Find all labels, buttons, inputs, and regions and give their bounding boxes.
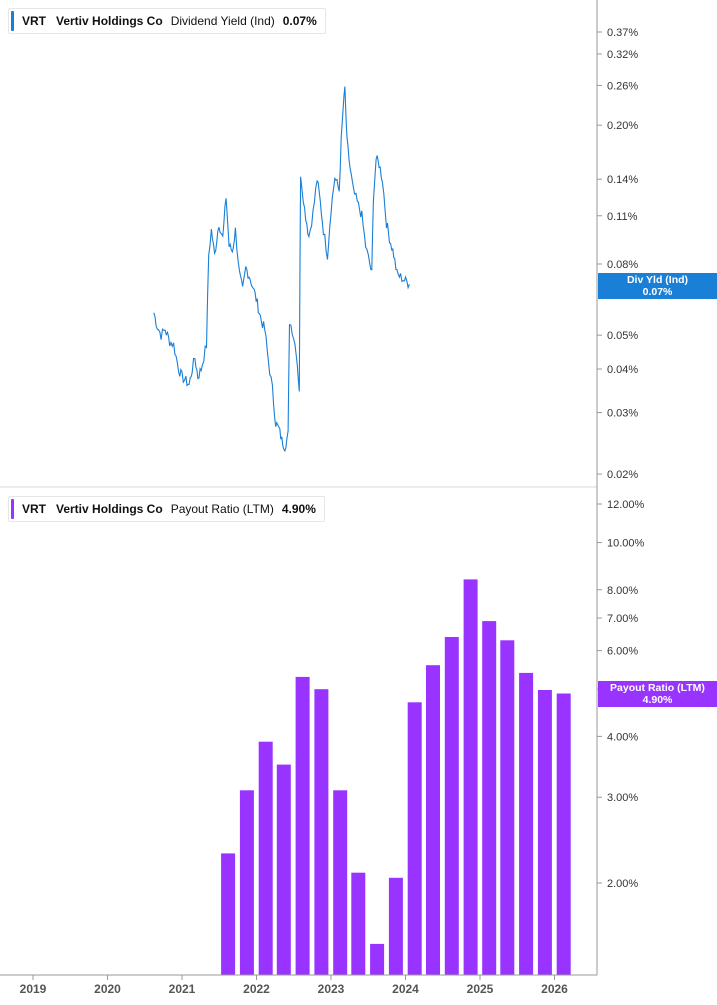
x-tick-label: 2023 xyxy=(318,982,345,996)
y-tick-label: 7.00% xyxy=(607,613,638,625)
flag-label: Payout Ratio (LTM) xyxy=(610,682,705,694)
y-tick-label: 0.14% xyxy=(607,174,638,186)
legend-ticker: VRT xyxy=(22,502,46,516)
payout-bar xyxy=(295,676,310,975)
flag-value: 0.07% xyxy=(642,286,673,298)
y-tick-label: 0.03% xyxy=(607,408,638,420)
payout-bar xyxy=(351,872,366,975)
payout-bar xyxy=(426,665,440,975)
x-tick-label: 2025 xyxy=(467,982,494,996)
y-tick-label: 6.00% xyxy=(607,646,638,658)
x-axis: 2019 2020 2021 2022 2023 2024 2025 2026 xyxy=(20,975,568,996)
payout-bar xyxy=(276,764,291,975)
x-tick-label: 2024 xyxy=(392,982,419,996)
y-tick-label: 0.37% xyxy=(607,27,638,39)
payout-ratio-flag: Payout Ratio (LTM) 4.90% xyxy=(598,681,717,707)
payout-bar xyxy=(500,640,515,975)
payout-bars xyxy=(221,579,571,975)
x-tick-label: 2020 xyxy=(94,982,121,996)
dividend-yield-flag: Div Yld (Ind) 0.07% xyxy=(598,273,717,299)
payout-bar xyxy=(333,790,348,975)
series-color-swatch xyxy=(11,11,14,31)
payout-bar xyxy=(370,943,385,975)
payout-bar xyxy=(239,790,254,975)
payout-bar xyxy=(444,637,459,975)
y-tick-label: 3.00% xyxy=(607,792,638,804)
payout-bar xyxy=(463,579,478,975)
y-tick-label: 4.00% xyxy=(607,731,638,743)
y-tick-label: 0.05% xyxy=(607,330,638,342)
payout-bar xyxy=(314,689,329,975)
y-tick-label: 12.00% xyxy=(607,499,645,511)
legend-value: 4.90% xyxy=(281,502,316,516)
payout-bar xyxy=(537,690,552,975)
yield-axis: 0.37% 0.32% 0.26% 0.20% 0.14% 0.11% 0.08% 0.05%… xyxy=(597,27,638,481)
y-tick-label: 10.00% xyxy=(607,538,645,550)
flag-label: Div Yld (Ind) xyxy=(626,274,689,286)
legend-ticker: VRT xyxy=(22,14,46,28)
y-tick-label: 0.08% xyxy=(607,259,638,271)
legend-company: Vertiv Holdings Co xyxy=(56,14,163,28)
y-tick-label: 0.02% xyxy=(607,469,638,481)
y-tick-label: 0.20% xyxy=(607,120,638,132)
x-tick-label: 2021 xyxy=(169,982,196,996)
legend-metric: Dividend Yield (Ind) xyxy=(170,14,275,28)
y-tick-label: 2.00% xyxy=(607,878,638,890)
y-tick-label: 0.04% xyxy=(607,364,638,376)
series-color-swatch xyxy=(11,499,14,519)
y-tick-label: 0.32% xyxy=(607,49,638,61)
payout-bar xyxy=(482,621,497,975)
x-tick-label: 2022 xyxy=(243,982,270,996)
payout-bar xyxy=(407,702,422,975)
payout-bar xyxy=(556,693,571,975)
y-tick-label: 0.26% xyxy=(607,80,638,92)
legend-metric: Payout Ratio (LTM) xyxy=(170,502,274,516)
x-tick-label: 2026 xyxy=(541,982,568,996)
y-tick-label: 8.00% xyxy=(607,585,638,597)
payout-bar xyxy=(519,672,534,975)
payout-bar xyxy=(388,877,403,975)
dividend-yield-line xyxy=(153,86,410,453)
x-tick-label: 2019 xyxy=(20,982,47,996)
payout-bar xyxy=(258,741,273,975)
flag-value: 4.90% xyxy=(642,694,673,706)
payout-bar xyxy=(221,853,236,975)
dividend-yield-legend[interactable]: VRT Vertiv Holdings Co Dividend Yield (I… xyxy=(8,8,326,34)
y-tick-label: 0.11% xyxy=(607,211,638,223)
payout-ratio-legend[interactable]: VRT Vertiv Holdings Co Payout Ratio (LTM… xyxy=(8,496,325,522)
legend-company: Vertiv Holdings Co xyxy=(56,502,163,516)
legend-value: 0.07% xyxy=(282,14,317,28)
